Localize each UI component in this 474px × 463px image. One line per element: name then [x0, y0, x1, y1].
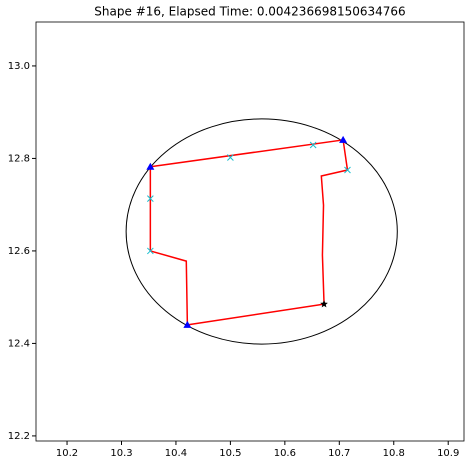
x-tick-label: 10.7 — [328, 448, 350, 459]
chart-title: Shape #16, Elapsed Time: 0.0042366981506… — [94, 5, 405, 19]
vertex-marker — [146, 162, 155, 170]
y-tick-label: 13.0 — [8, 61, 30, 72]
vertex-marker — [339, 135, 348, 143]
y-tick-label: 12.4 — [8, 338, 30, 349]
x-tick-label: 10.2 — [56, 448, 78, 459]
x-tick-label: 10.3 — [110, 448, 132, 459]
x-tick-label: 10.4 — [165, 448, 187, 459]
y-tick-label: 12.6 — [8, 246, 30, 257]
x-tick-label: 10.9 — [437, 448, 459, 459]
x-tick-label: 10.8 — [383, 448, 405, 459]
sample-marker — [146, 247, 154, 255]
sample-marker — [309, 141, 317, 149]
sample-marker — [227, 154, 234, 161]
x-tick-label: 10.5 — [219, 448, 241, 459]
x-tick-label: 10.6 — [274, 448, 296, 459]
vertex-marker — [183, 320, 192, 328]
axes-frame — [35, 21, 465, 442]
start-marker — [320, 300, 328, 308]
sample-marker — [146, 195, 154, 203]
sample-marker — [344, 166, 351, 174]
y-tick-label: 12.8 — [8, 153, 30, 164]
y-tick-label: 12.2 — [8, 431, 30, 442]
shape-outline — [149, 139, 349, 326]
boundary-ellipse — [125, 118, 398, 345]
